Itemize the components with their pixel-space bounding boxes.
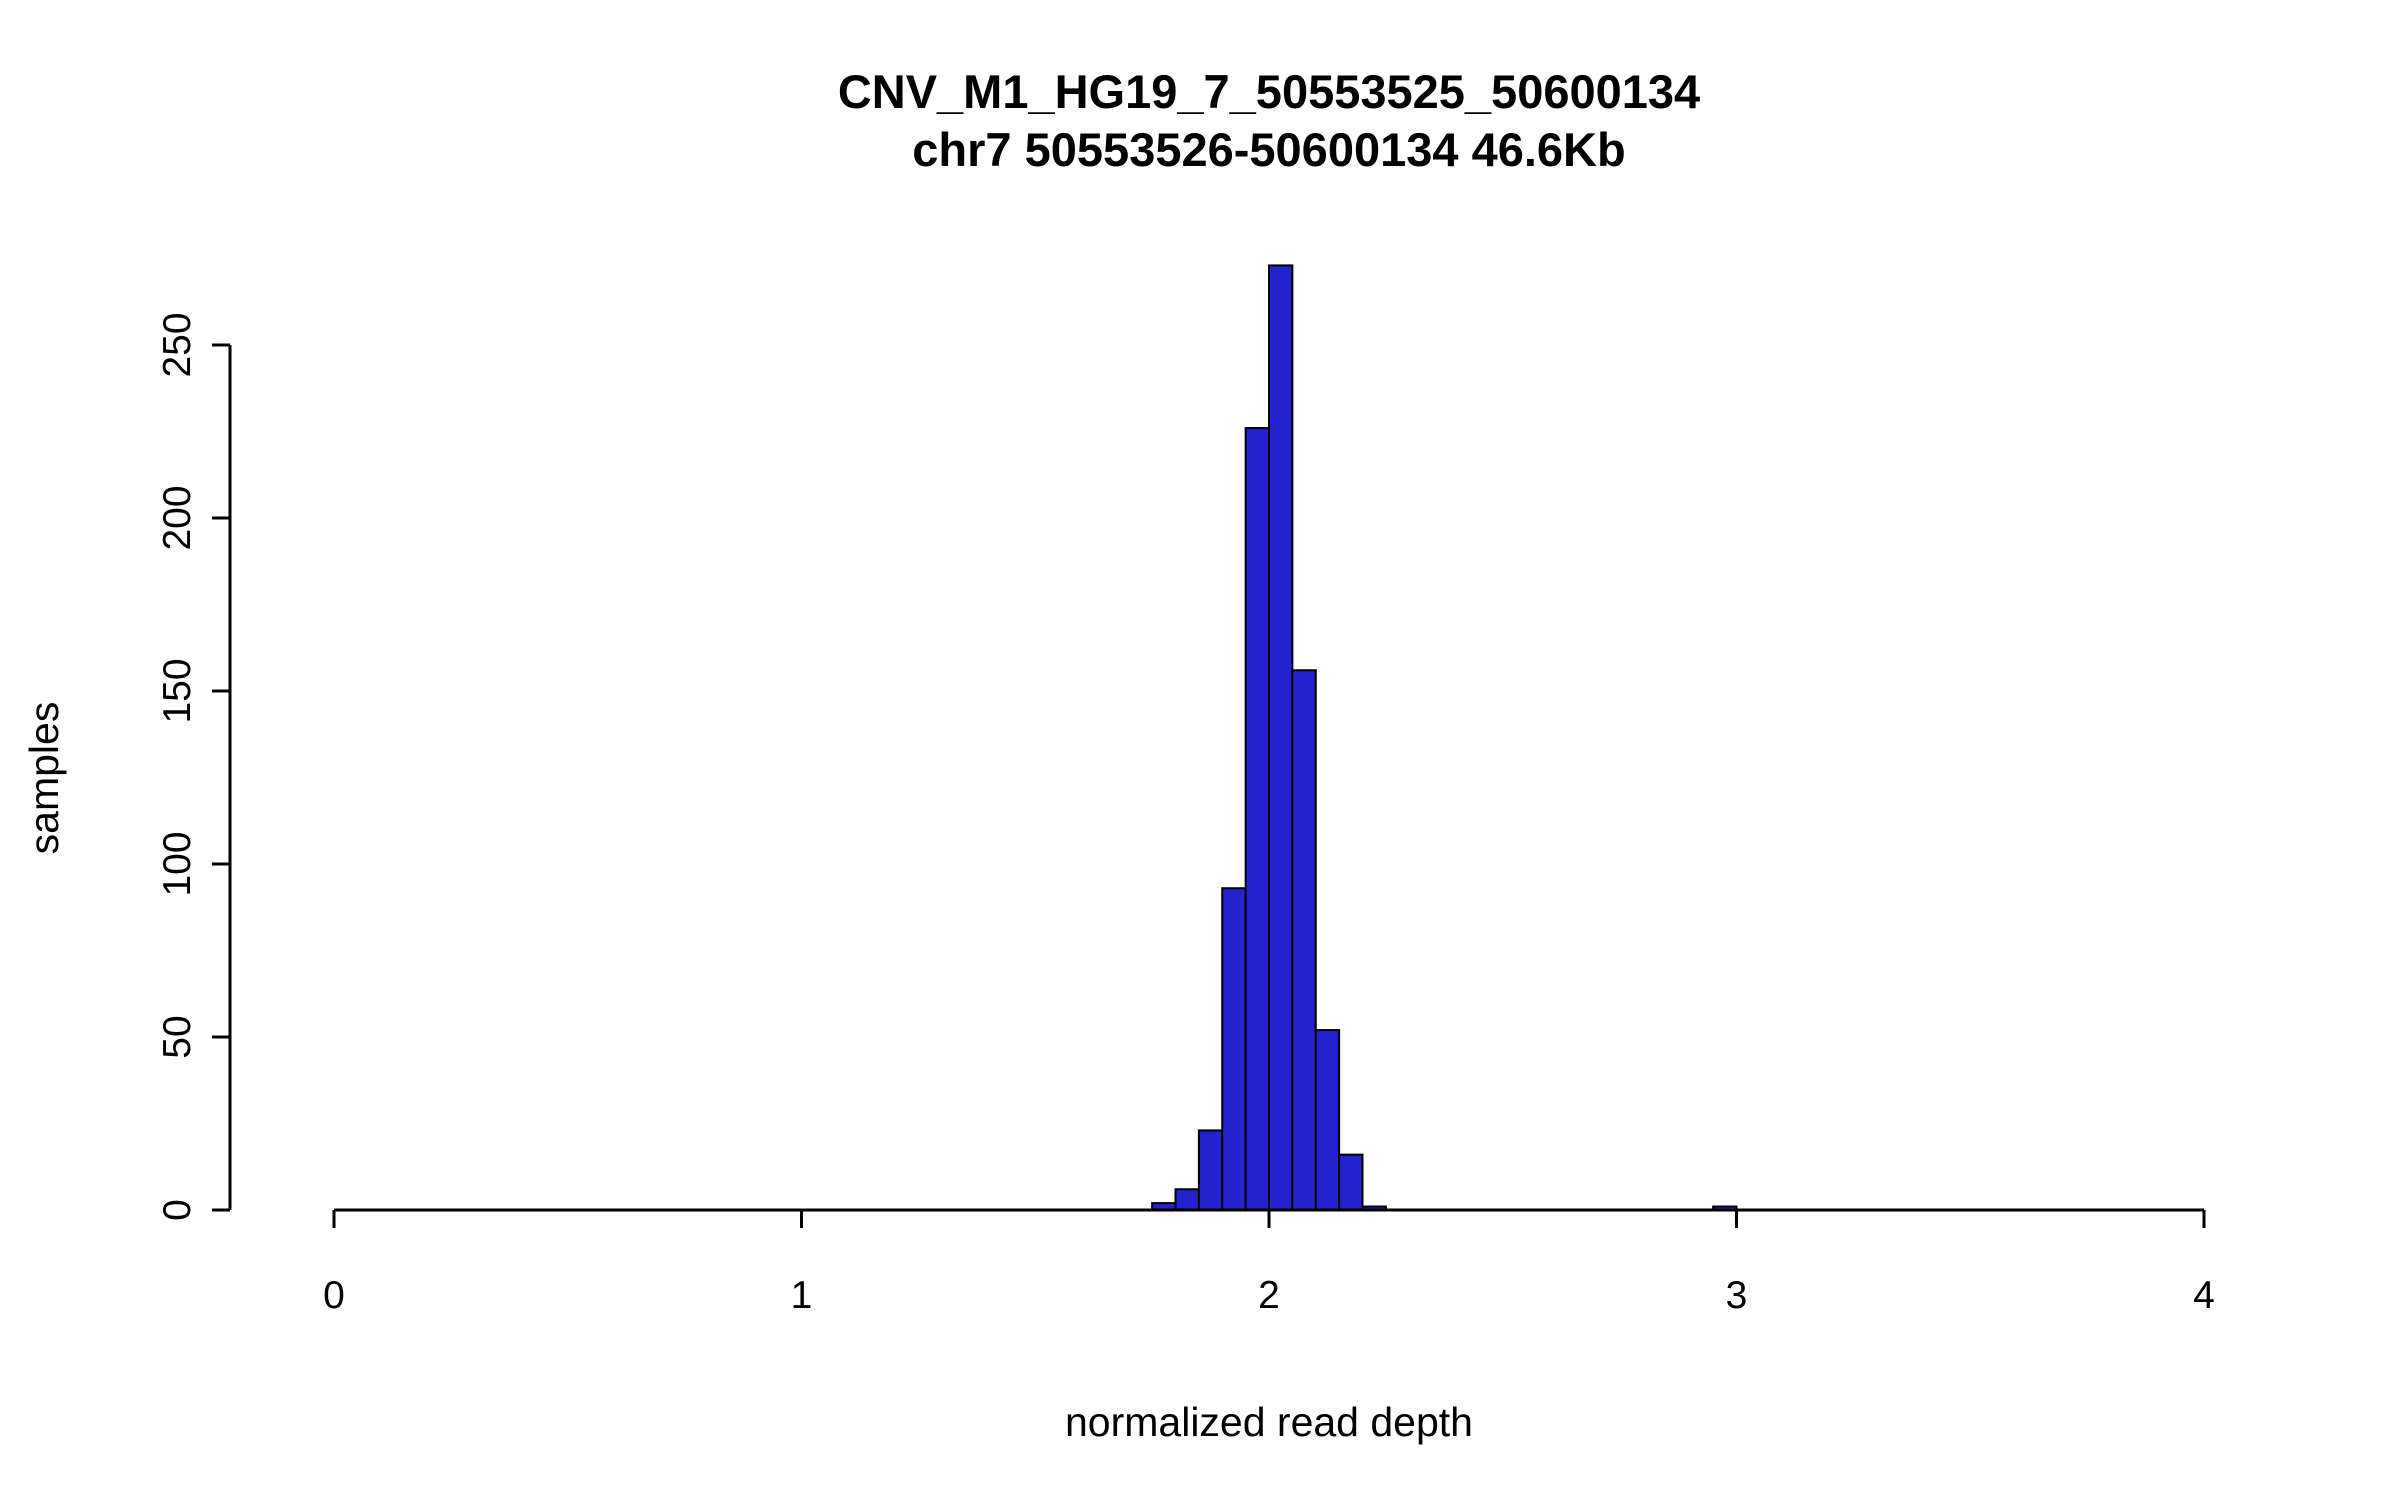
histogram-bar — [1338, 1153, 1364, 1212]
histogram-bar — [1244, 427, 1270, 1212]
histogram-bar — [1291, 669, 1317, 1211]
y-axis-title: samples — [21, 702, 67, 855]
x-tick-label: 2 — [1258, 1274, 1280, 1317]
chart-title: CNV_M1_HG19_7_50553525_50600134 — [838, 65, 1700, 118]
histogram-bar — [1314, 1029, 1341, 1211]
histogram-bar — [1268, 264, 1294, 1212]
x-tick-label: 3 — [1726, 1274, 1748, 1317]
y-tick-label: 150 — [156, 658, 199, 723]
y-tick-label: 0 — [156, 1199, 199, 1221]
chart-subtitle: chr7 50553526-50600134 46.6Kb — [912, 123, 1625, 176]
y-tick-label: 50 — [156, 1015, 199, 1058]
x-axis-title: normalized read depth — [1065, 1399, 1473, 1445]
histogram-bar — [1221, 887, 1247, 1211]
histogram-bar — [1197, 1129, 1224, 1212]
x-tick-label: 4 — [2193, 1274, 2215, 1317]
y-tick-label: 200 — [156, 485, 199, 550]
y-tick-label: 250 — [156, 312, 199, 377]
plot-area: 0 1 2 3 4 0 50 100 150 200 250 — [156, 264, 2215, 1317]
x-tick-label: 1 — [791, 1274, 813, 1317]
x-tick-label: 0 — [323, 1274, 345, 1317]
y-tick-label: 100 — [156, 831, 199, 896]
histogram-bar — [1174, 1188, 1200, 1211]
